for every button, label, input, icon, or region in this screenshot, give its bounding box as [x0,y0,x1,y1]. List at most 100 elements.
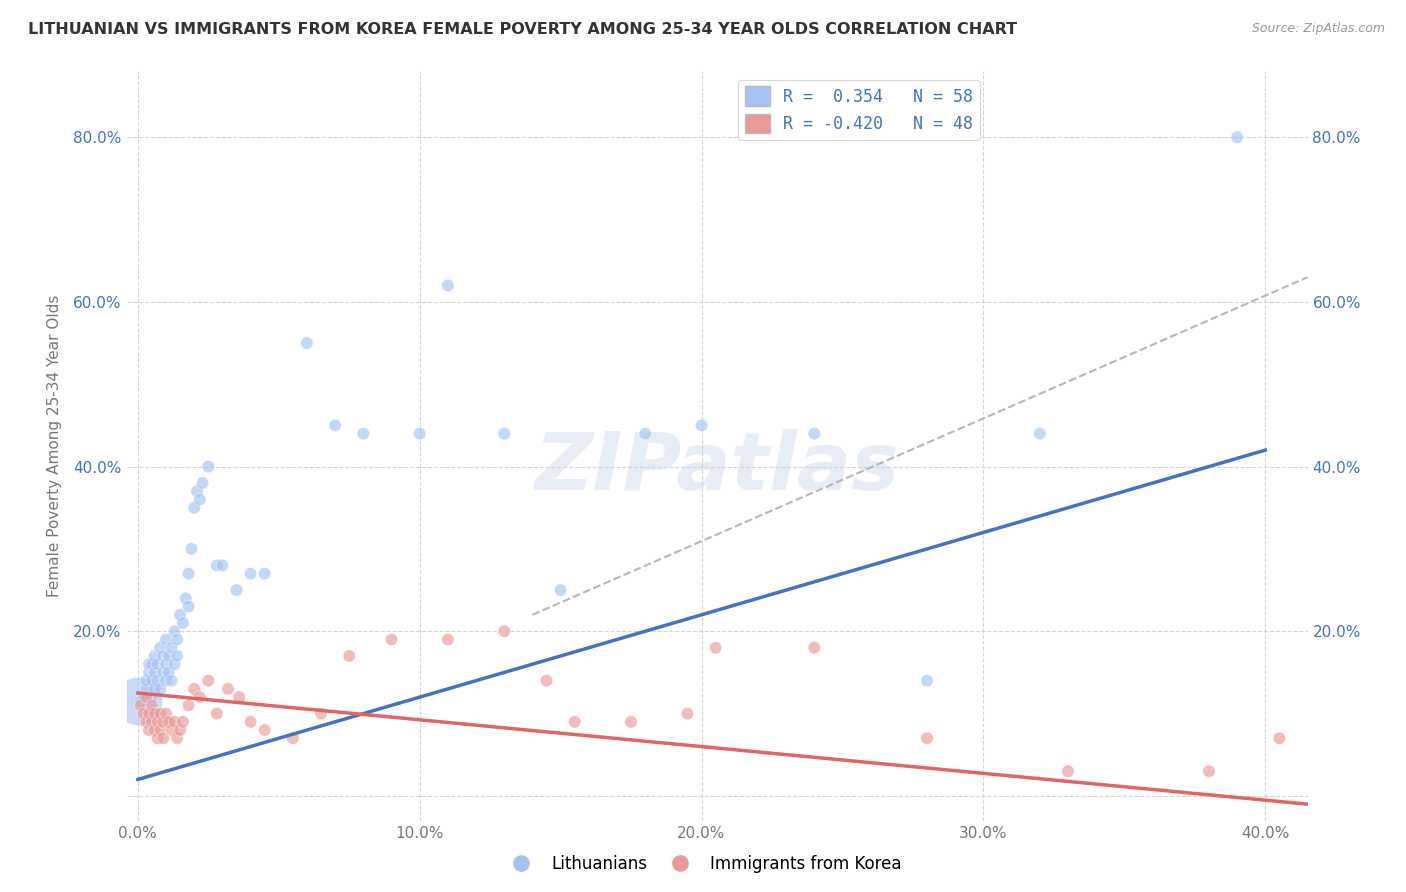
Point [337,648,360,663]
Point [211,558,233,573]
Point [149,640,172,655]
Point [141,698,163,713]
Point [149,706,172,721]
Point [239,566,262,581]
Point [157,648,180,663]
Point [163,657,186,672]
Point [166,632,188,647]
Legend: R =  0.354   N = 58, R = -0.420   N = 48: R = 0.354 N = 58, R = -0.420 N = 48 [738,79,980,140]
Point [177,599,200,614]
Point [1226,130,1249,145]
Point [152,648,174,663]
Point [295,336,318,351]
Point [146,731,169,746]
Point [380,632,402,647]
Point [172,714,194,729]
Point [143,665,166,680]
Point [149,681,172,696]
Point [437,632,460,647]
Point [132,706,155,721]
Point [352,426,374,441]
Point [803,426,825,441]
Point [160,723,183,737]
Point [135,714,157,729]
Point [138,723,160,737]
Point [494,426,516,441]
Point [177,698,200,713]
Point [135,681,157,696]
Point [197,459,219,474]
Point [205,706,228,721]
Point [323,418,346,433]
Point [225,583,247,598]
Point [183,500,205,515]
Point [141,714,163,729]
Point [163,714,186,729]
Point [155,632,177,647]
Text: ZIPatlas: ZIPatlas [534,429,900,508]
Point [155,673,177,688]
Point [437,278,460,293]
Point [127,694,149,708]
Point [281,731,304,746]
Point [163,624,186,639]
Point [174,591,197,606]
Point [138,657,160,672]
Point [550,583,572,598]
Point [149,723,172,737]
Point [915,731,938,746]
Point [1057,764,1080,779]
Point [205,558,228,573]
Point [253,566,276,581]
Point [135,690,157,705]
Point [177,566,200,581]
Text: LITHUANIAN VS IMMIGRANTS FROM KOREA FEMALE POVERTY AMONG 25-34 YEAR OLDS CORRELA: LITHUANIAN VS IMMIGRANTS FROM KOREA FEMA… [28,22,1018,37]
Point [253,723,276,737]
Legend: Lithuanians, Immigrants from Korea: Lithuanians, Immigrants from Korea [498,848,908,880]
Point [183,681,205,696]
Point [143,706,166,721]
Point [186,484,208,499]
Point [676,706,699,721]
Point [143,648,166,663]
Point [155,657,177,672]
Point [155,706,177,721]
Point [157,665,180,680]
Point [146,714,169,729]
Point [129,694,152,708]
Point [634,426,657,441]
Point [690,418,713,433]
Point [160,673,183,688]
Point [180,541,202,556]
Text: Source: ZipAtlas.com: Source: ZipAtlas.com [1251,22,1385,36]
Point [166,648,188,663]
Point [172,615,194,630]
Point [146,657,169,672]
Point [138,706,160,721]
Point [135,673,157,688]
Point [138,665,160,680]
Point [408,426,430,441]
Point [141,657,163,672]
Point [197,673,219,688]
Point [141,690,163,705]
Point [143,723,166,737]
Point [152,731,174,746]
Point [915,673,938,688]
Point [146,673,169,688]
Point [1029,426,1052,441]
Point [152,665,174,680]
Point [129,698,152,713]
Point [217,681,239,696]
Point [141,673,163,688]
Point [191,476,214,491]
Point [169,723,191,737]
Point [152,714,174,729]
Point [239,714,262,729]
Point [1198,764,1220,779]
Point [803,640,825,655]
Point [564,714,586,729]
Point [166,731,188,746]
Point [536,673,558,688]
Point [620,714,643,729]
